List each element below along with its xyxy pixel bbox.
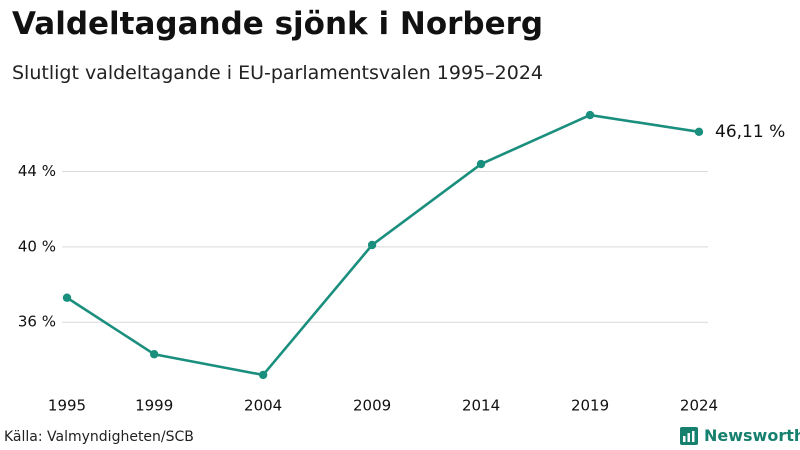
- source-note: Källa: Valmyndigheten/SCB: [4, 429, 194, 445]
- gridlines: [62, 171, 708, 323]
- y-tick-label: 40 %: [18, 237, 56, 255]
- x-tick-label: 2004: [244, 397, 282, 415]
- x-axis-ticks: 1995 1999 2004 2009 2014 2019 2024: [48, 397, 718, 415]
- brand-name: Newsworthy: [704, 426, 800, 445]
- y-tick-label: 36 %: [18, 313, 56, 331]
- chart-subtitle: Slutligt valdeltagande i EU-parlamentsva…: [12, 62, 544, 84]
- chart-title: Valdeltagande sjönk i Norberg: [12, 6, 544, 42]
- x-tick-label: 2024: [680, 397, 718, 415]
- x-tick-label: 2009: [353, 397, 391, 415]
- data-point: [476, 159, 486, 169]
- data-points: [62, 110, 704, 380]
- data-point: [258, 370, 268, 380]
- data-point: [367, 240, 377, 250]
- bar-chart-icon: [680, 426, 698, 445]
- data-point: [62, 293, 72, 302]
- x-tick-label: 2019: [571, 397, 609, 415]
- y-tick-label: 44 %: [18, 162, 56, 180]
- x-tick-label: 1999: [135, 397, 173, 415]
- end-value-label: 46,11 %: [715, 122, 785, 142]
- x-tick-label: 1995: [48, 397, 86, 415]
- data-point: [149, 350, 159, 359]
- y-axis-ticks: 36 % 40 % 44 %: [18, 162, 56, 331]
- data-point: [585, 110, 595, 120]
- series-line: [65, 113, 701, 377]
- x-tick-label: 2014: [462, 397, 500, 415]
- data-point: [694, 127, 704, 137]
- brand-logo: Newsworthy: [680, 426, 800, 445]
